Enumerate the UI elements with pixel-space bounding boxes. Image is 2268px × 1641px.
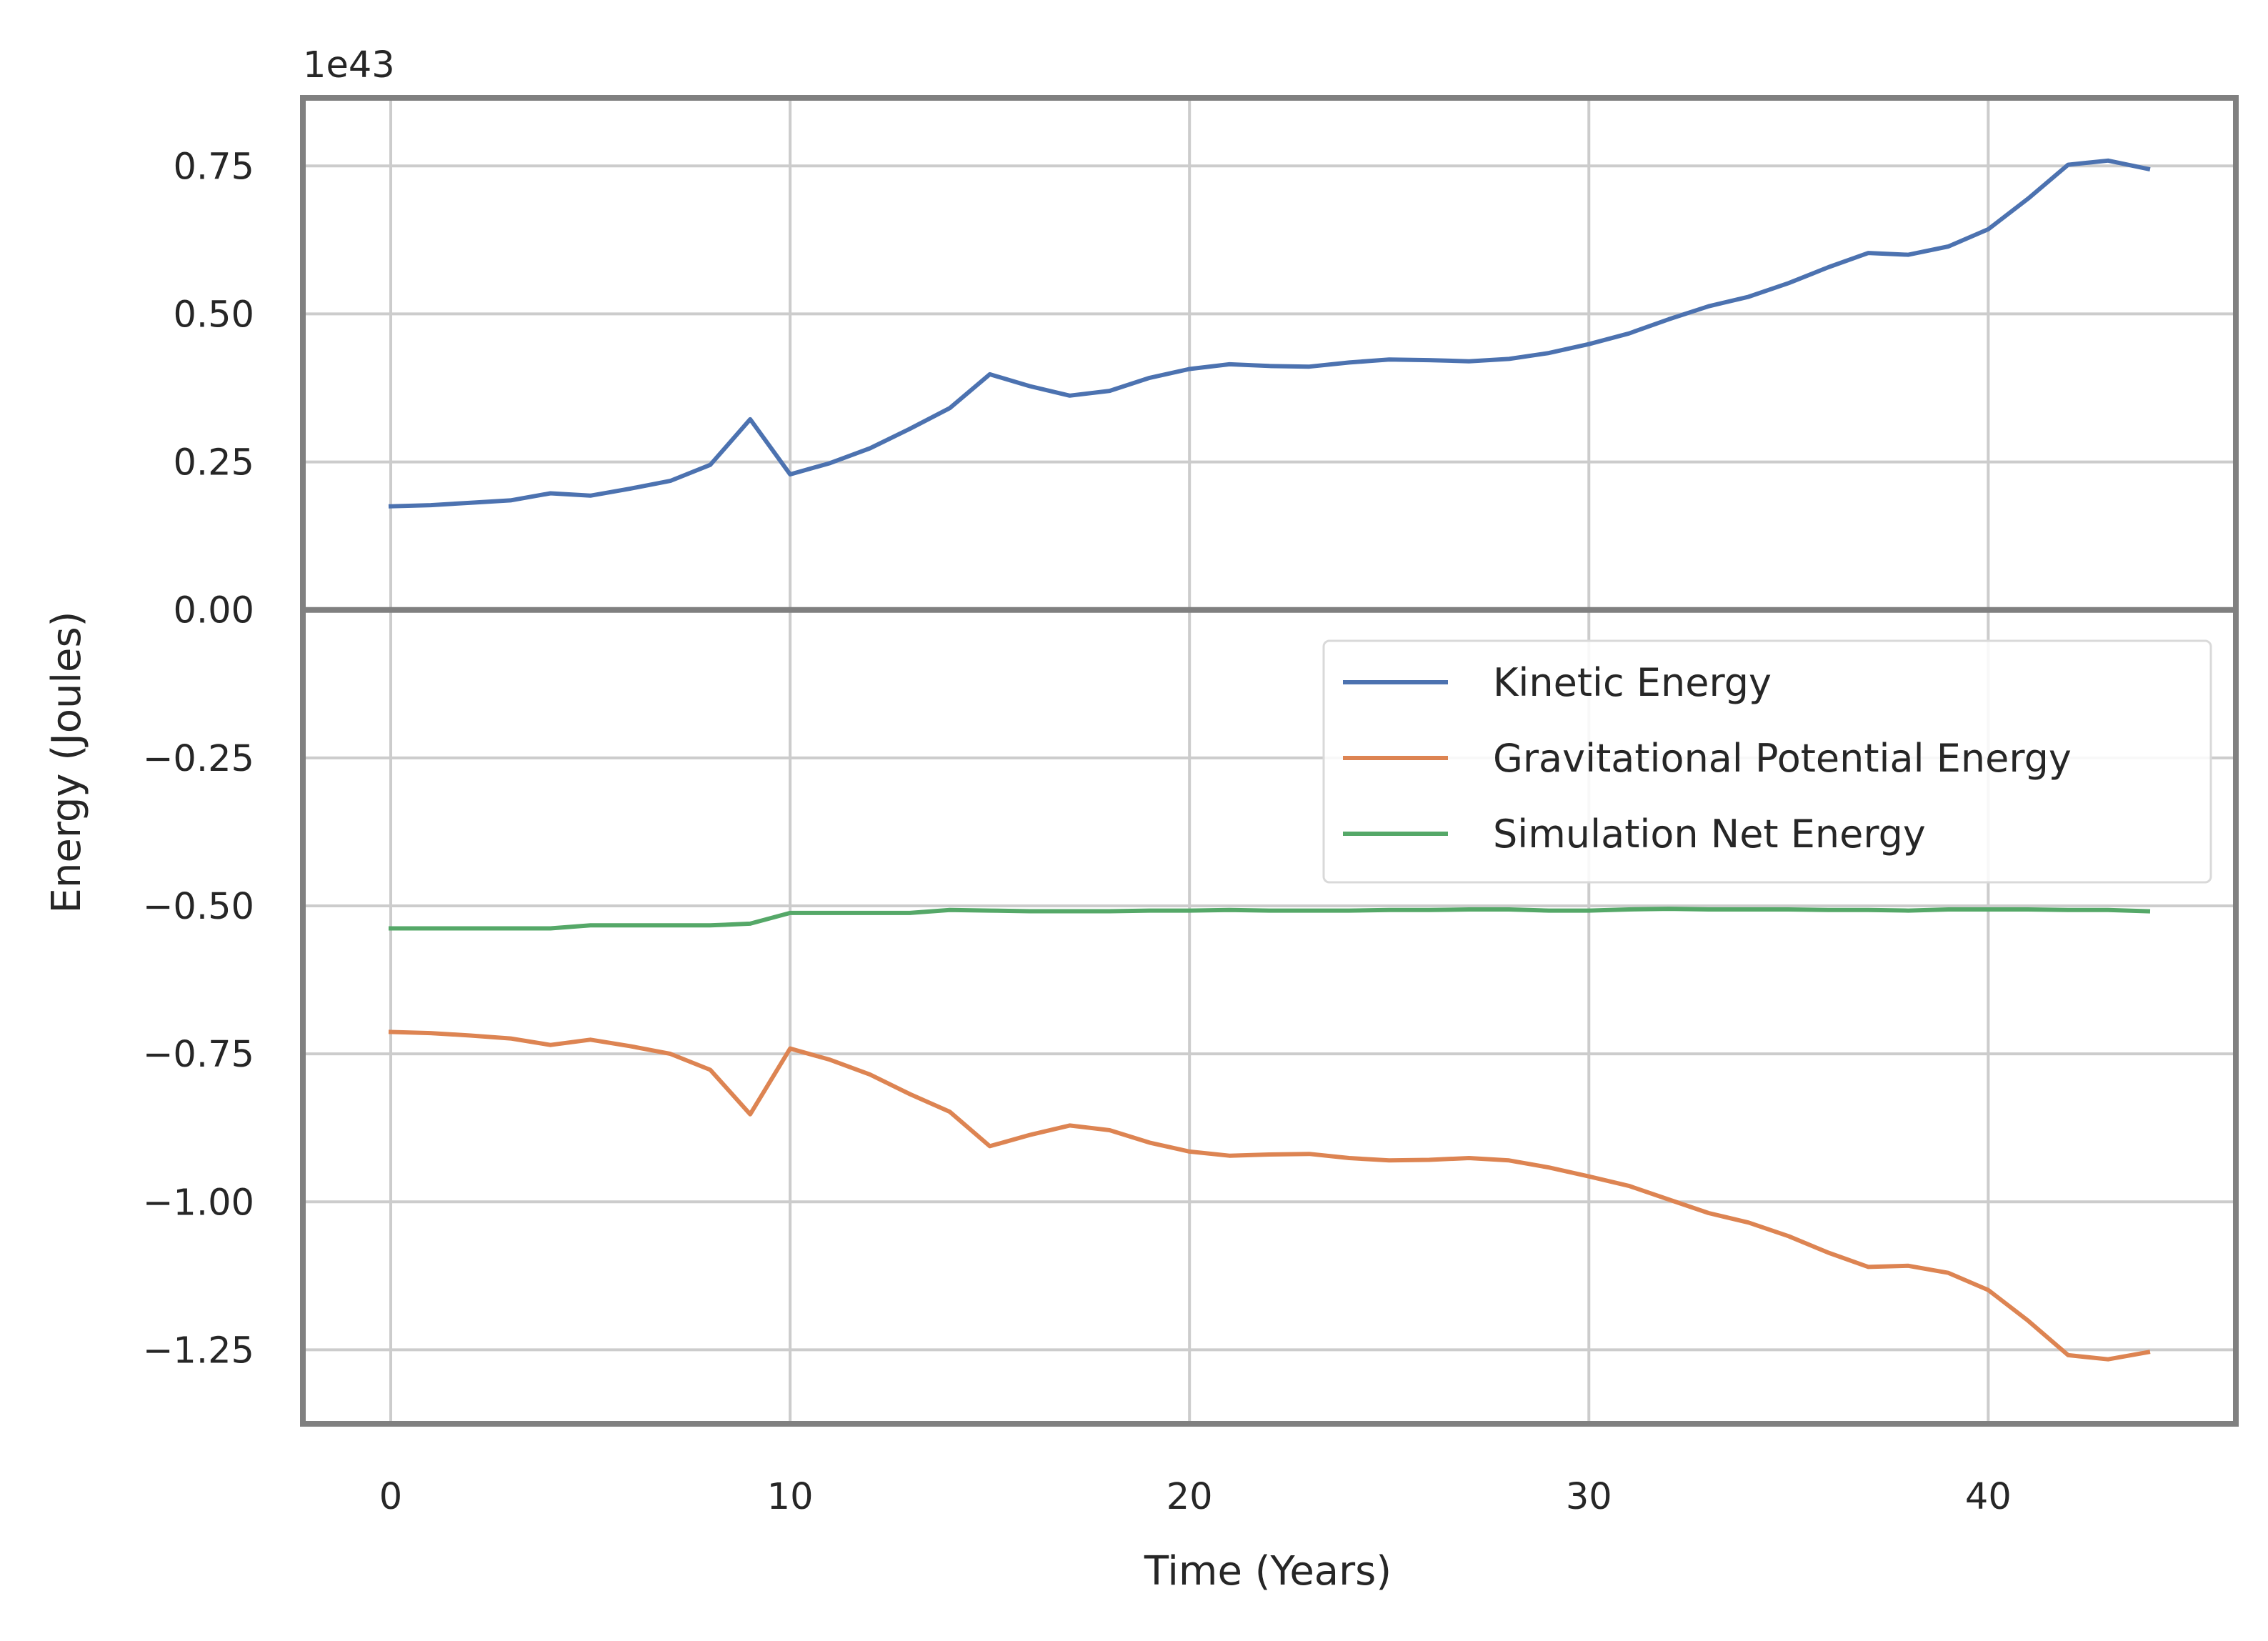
x-tick-label: 40 (1965, 1476, 2012, 1518)
x-axis-label: Time (Years) (1144, 1548, 1392, 1595)
legend-box (1322, 639, 2212, 884)
y-tick-label: 0.25 (173, 442, 254, 484)
legend-label-kinetic-energy: Kinetic Energy (1493, 660, 1772, 705)
legend-label-gravitational-potential-energy: Gravitational Potential Energy (1493, 736, 2072, 781)
y-axis-label: Energy (Joules) (44, 611, 90, 913)
x-tick-label: 20 (1167, 1476, 1213, 1518)
y-tick-label: −0.25 (143, 738, 254, 780)
frame-layer (300, 95, 2239, 1427)
y-offset-label: 1e43 (303, 44, 395, 86)
y-tick-label: −1.25 (143, 1330, 254, 1372)
y-tick-label: 0.00 (173, 590, 254, 632)
y-tick-label: −1.00 (143, 1182, 254, 1224)
x-tick-label: 10 (767, 1476, 814, 1518)
legend: Kinetic Energy Gravitational Potential En… (1322, 639, 2212, 884)
series-line-simulation-net-energy (389, 907, 2151, 931)
y-tick-label: 0.75 (173, 146, 254, 188)
y-tick-label: −0.75 (143, 1034, 254, 1076)
y-tick-label: −0.50 (143, 886, 254, 928)
x-tick-label: 30 (1566, 1476, 1612, 1518)
plot-frame (300, 95, 2239, 1427)
tick-layer: 0 10 20 30 40 0.75 0.50 0.25 0.00 −0.25 −0.50 −0.75… (143, 146, 2012, 1518)
y-tick-label: 0.50 (173, 294, 254, 336)
legend-label-simulation-net-energy: Simulation Net Energy (1493, 812, 1926, 857)
x-tick-label: 0 (379, 1476, 402, 1518)
series-line-kinetic-energy (388, 158, 2151, 509)
series-line-gravitational-potential-energy (388, 1029, 2151, 1362)
series-layer (388, 158, 2151, 1362)
